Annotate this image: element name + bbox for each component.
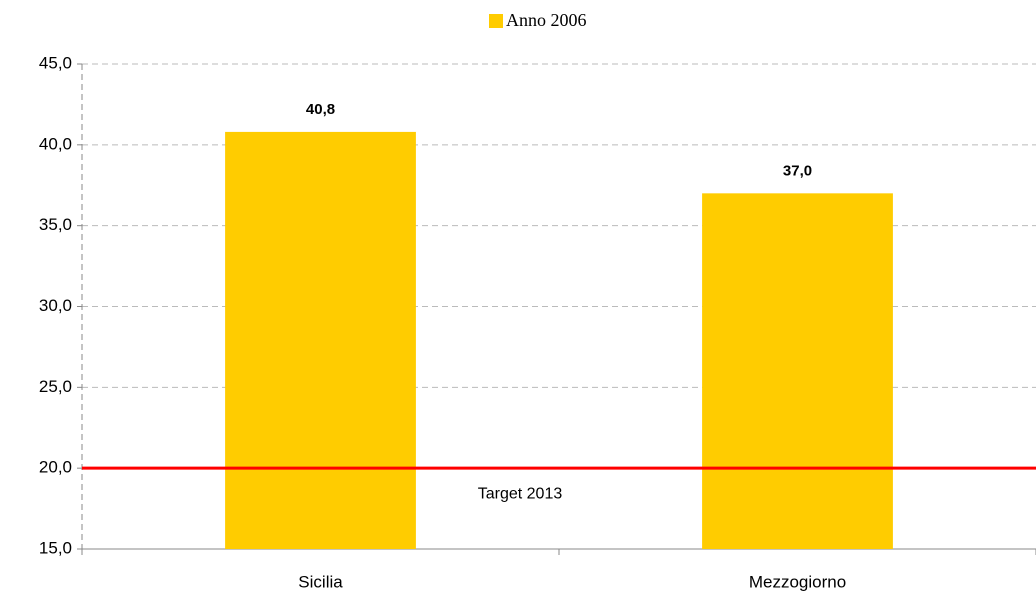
y-tick-label: 25,0 (39, 377, 72, 396)
y-tick-label: 45,0 (39, 53, 72, 72)
bar (225, 131, 416, 549)
target-label: Target 2013 (478, 485, 563, 502)
bar (702, 193, 893, 550)
y-tick-label: 30,0 (39, 296, 72, 315)
data-label: 37,0 (783, 162, 812, 179)
y-tick-label: 40,0 (39, 134, 72, 153)
legend-swatch (489, 14, 503, 28)
data-label: 40,8 (306, 101, 335, 118)
x-tick-label: Sicilia (298, 572, 343, 591)
x-tick-label: Mezzogiorno (749, 572, 846, 591)
y-tick-label: 15,0 (39, 538, 72, 557)
y-tick-label: 35,0 (39, 215, 72, 234)
y-tick-label: 20,0 (39, 458, 72, 477)
legend-label: Anno 2006 (506, 10, 587, 30)
